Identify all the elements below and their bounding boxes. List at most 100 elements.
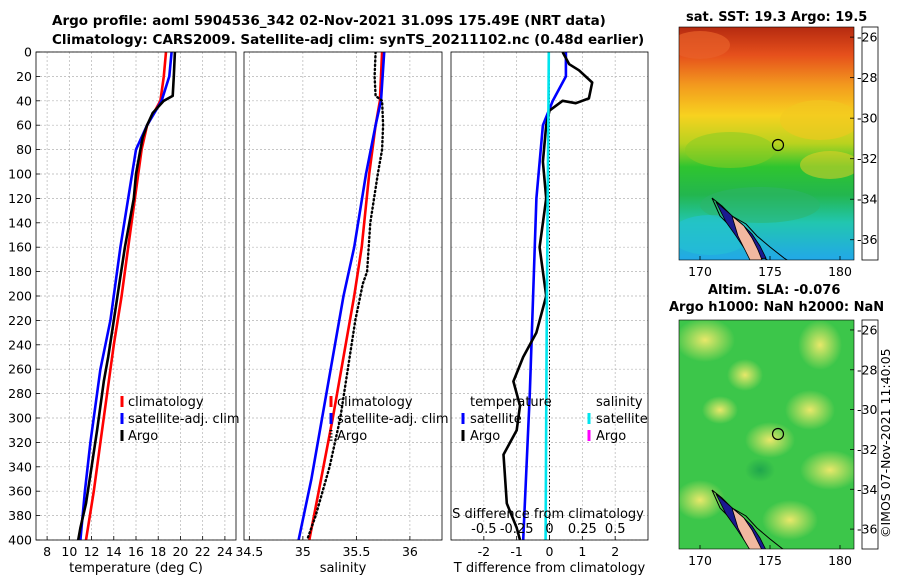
temperature-ytick-label: 80 [16, 142, 32, 157]
temperature-xtick-label: 24 [217, 544, 233, 559]
sla-map-ytick-label: -32 [857, 442, 877, 457]
temperature-xtick-label: 20 [172, 544, 188, 559]
temperature-legend-label: climatology [128, 395, 204, 410]
salinity-xlabel: salinity [320, 561, 367, 576]
salinity-xtick-label: 35 [295, 544, 311, 559]
diff-top-tick-label: 0.5 [605, 522, 626, 537]
diff-top-tick-label: -0.25 [500, 522, 534, 537]
temperature-ytick-label: 140 [8, 215, 32, 230]
sst-coastline [711, 197, 788, 260]
temperature-legend: climatology satellite-adj. clim Argo [120, 395, 240, 444]
differences-xtick-label: 2 [611, 544, 619, 559]
imos-timestamp: ©IMOS 07-Nov-2021 11:40:05 [878, 348, 893, 538]
sla-map-title-line-2: Argo h1000: NaN h2000: NaN [669, 300, 885, 315]
temperature-ytick-label: 240 [8, 337, 32, 352]
sla-map-xtick-label: 180 [828, 553, 852, 568]
sla-map-ytick-label: -30 [857, 402, 877, 417]
differences-xtick-label: 0 [546, 544, 554, 559]
temperature-xtick-label: 8 [43, 544, 51, 559]
diff-top-tick-label: 0 [545, 522, 553, 537]
temperature-legend-label: Argo [128, 429, 158, 444]
sla-map-ytick-label: -26 [857, 322, 877, 337]
diff-top-axis-label: S difference from climatology [452, 507, 644, 522]
sla-argo-marker [771, 427, 785, 441]
temperature-ytick-label: 20 [16, 69, 32, 84]
salinity-panel: 34.5 35 35.5 36 salinity [235, 51, 443, 576]
temperature-xtick-label: 22 [195, 544, 211, 559]
figure-title-line-1: Argo profile: aoml 5904536_342 02-Nov-20… [52, 13, 606, 29]
sst-map-ytick-label: -26 [857, 30, 877, 45]
salinity-xtick-label: 36 [402, 544, 418, 559]
temperature-ytick-label: 180 [8, 264, 32, 279]
sla-map-ytick-label: -34 [857, 482, 877, 497]
temperature-ytick-label: 360 [8, 484, 32, 499]
salinity-xtick-label: 34.5 [235, 544, 263, 559]
sla-colorbar-frame [861, 319, 879, 550]
sst-map-ytick-label: -34 [857, 192, 877, 207]
temperature-xtick-label: 12 [84, 544, 100, 559]
temperature-ytick-label: 340 [8, 459, 32, 474]
sst-map-title: sat. SST: 19.3 Argo: 19.5 [686, 10, 868, 25]
temperature-xlabel: temperature (deg C) [69, 561, 203, 576]
temperature-ytick-label: 200 [8, 289, 32, 304]
differences-xtick-label: 1 [578, 544, 586, 559]
temperature-ytick-label: 320 [8, 435, 32, 450]
diff-top-tick-label: -0.5 [471, 522, 496, 537]
temperature-legend-label: satellite-adj. clim [128, 412, 240, 427]
differences-series-t-satellite [521, 52, 568, 540]
differences-panel: -2 -1 0 1 2 T difference from climatology [450, 51, 649, 576]
sst-map-ytick-label: -36 [857, 232, 877, 247]
temperature-series-argo [76, 52, 177, 540]
salinity-legend-label: Argo [337, 429, 367, 444]
differences-series-s-satellite [544, 52, 551, 540]
differences-series-t-argo [502, 52, 594, 540]
diff-legend-temperature-label: Argo [470, 429, 500, 444]
sst-argo-marker [771, 138, 785, 152]
sla-map-title-line-1: Altim. SLA: -0.076 [708, 283, 841, 298]
temperature-xtick-label: 10 [61, 544, 77, 559]
figure-title-line-2: Climatology: CARS2009. Satellite-adj cli… [52, 32, 645, 48]
diff-legend-salinity-label: satellite [596, 412, 648, 427]
temperature-ytick-label: 260 [8, 362, 32, 377]
salinity-series-satellite-adj-clim [297, 52, 386, 540]
sst-map-ticks: 170 175 180 -26 -28 -30 -32 -34 -36 [688, 30, 877, 279]
diff-top-tick-label: 0.25 [568, 522, 597, 537]
temperature-series-satellite-adj-clim [79, 52, 173, 540]
salinity-xtick-label: 35.5 [342, 544, 370, 559]
sla-map-xtick-label: 170 [688, 553, 712, 568]
temperature-panel: 8 10 12 14 16 18 20 22 24 temperature (deg C) [35, 51, 237, 576]
sla-map-ticks: 170 175 180 -26 -28 -30 -32 -34 -36 [688, 322, 877, 568]
temperature-xtick-label: 14 [106, 544, 122, 559]
salinity-series-argo [305, 52, 385, 540]
sst-colorbar-frame [861, 26, 879, 261]
sla-map-ytick-label: -28 [857, 362, 877, 377]
sst-map-xtick-label: 180 [828, 264, 852, 279]
diff-legend-temperature-title: temperature [470, 395, 552, 410]
differences-xtick-label: -1 [510, 544, 522, 559]
temperature-ytick-label: 0 [24, 45, 32, 60]
temperature-ytick-label: 300 [8, 411, 32, 426]
temperature-ytick-label: 100 [8, 167, 32, 182]
differences-xlabel: T difference from climatology [453, 561, 646, 576]
temperature-ytick-label: 40 [16, 93, 32, 108]
differences-xtick-label: -2 [478, 544, 490, 559]
temperature-ytick-label: 220 [8, 313, 32, 328]
sst-map-xtick-label: 175 [758, 264, 782, 279]
temperature-ytick-label: 120 [8, 191, 32, 206]
sst-map-ytick-label: -30 [857, 111, 877, 126]
sla-texture [679, 320, 854, 540]
sla-map-ytick-label: -36 [857, 522, 877, 537]
temperature-xtick-label: 16 [128, 544, 144, 559]
temperature-ytick-label: 400 [8, 533, 32, 548]
sst-map-ytick-label: -28 [857, 70, 877, 85]
sla-map [678, 319, 855, 550]
salinity-legend-label: satellite-adj. clim [337, 412, 449, 427]
temperature-ytick-label: 60 [16, 118, 32, 133]
sst-map-xtick-label: 170 [688, 264, 712, 279]
sla-map-xtick-label: 175 [758, 553, 782, 568]
sla-coastline [711, 489, 784, 549]
sst-map-ytick-label: -32 [857, 151, 877, 166]
diff-legend-salinity-label: Argo [596, 429, 626, 444]
